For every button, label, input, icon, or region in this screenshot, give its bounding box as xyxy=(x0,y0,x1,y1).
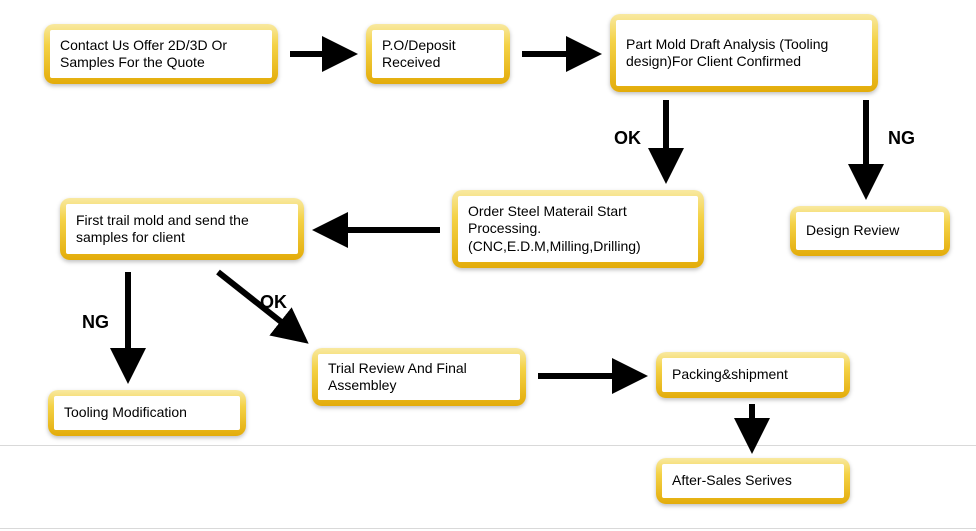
node-trial-label: Trial Review And Final Assembley xyxy=(328,360,510,395)
node-after: After-Sales Serives xyxy=(656,458,850,504)
node-packing-label: Packing&shipment xyxy=(672,366,788,384)
node-review: Design Review xyxy=(790,206,950,256)
divider-bottom xyxy=(0,528,976,529)
node-review-label: Design Review xyxy=(806,222,899,240)
node-order: Order Steel Materail Start Processing.(C… xyxy=(452,190,704,268)
node-after-label: After-Sales Serives xyxy=(672,472,792,490)
node-draft: Part Mold Draft Analysis (Tooling design… xyxy=(610,14,878,92)
node-draft-label: Part Mold Draft Analysis (Tooling design… xyxy=(626,36,862,71)
node-po: P.O/Deposit Received xyxy=(366,24,510,84)
node-contact-label: Contact Us Offer 2D/3D Or Samples For th… xyxy=(60,37,262,72)
edge-label-ok-2: OK xyxy=(260,292,287,313)
node-trail-label: First trail mold and send the samples fo… xyxy=(76,212,288,247)
node-po-label: P.O/Deposit Received xyxy=(382,37,494,72)
edge-label-ok-1: OK xyxy=(614,128,641,149)
node-packing: Packing&shipment xyxy=(656,352,850,398)
edge-label-ng-1: NG xyxy=(888,128,915,149)
node-order-label: Order Steel Materail Start Processing.(C… xyxy=(468,203,688,256)
node-contact: Contact Us Offer 2D/3D Or Samples For th… xyxy=(44,24,278,84)
node-trial: Trial Review And Final Assembley xyxy=(312,348,526,406)
edge-label-ng-2: NG xyxy=(82,312,109,333)
divider-top xyxy=(0,445,976,446)
flowchart-canvas: Contact Us Offer 2D/3D Or Samples For th… xyxy=(0,0,976,531)
node-trail: First trail mold and send the samples fo… xyxy=(60,198,304,260)
node-toolmod-label: Tooling Modification xyxy=(64,404,187,422)
node-toolmod: Tooling Modification xyxy=(48,390,246,436)
